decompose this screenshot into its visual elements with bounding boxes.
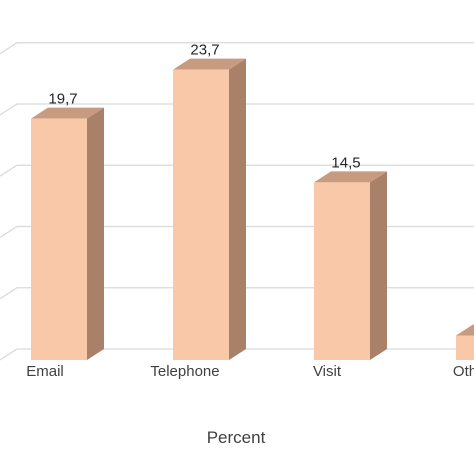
data-labels: 19,723,714,51 <box>48 42 360 172</box>
bar-oth <box>456 324 474 360</box>
bar-front <box>314 182 370 360</box>
category-label: Oth <box>453 363 474 380</box>
x-axis-title: Percent <box>207 428 266 447</box>
gridline <box>0 103 474 116</box>
bar-visit <box>314 171 387 360</box>
data-label: 19,7 <box>48 91 77 108</box>
bar-side <box>87 107 104 360</box>
bar-top <box>173 58 246 70</box>
bar-front <box>31 118 87 360</box>
bar-top <box>31 107 104 119</box>
bar-email <box>31 107 104 360</box>
bars <box>31 58 474 361</box>
bar-front <box>456 335 474 360</box>
data-label: 14,5 <box>331 154 360 171</box>
category-label: Email <box>26 363 64 380</box>
bar-top <box>314 171 387 183</box>
gridline <box>0 42 474 55</box>
category-labels: Email Telephone Visit Oth <box>26 363 474 380</box>
bar-side <box>229 58 246 361</box>
bar-telephone <box>173 58 246 361</box>
bar-front <box>173 69 229 361</box>
category-label: Telephone <box>150 363 219 380</box>
category-label: Visit <box>313 363 342 380</box>
bar-side <box>370 171 387 360</box>
bar-top <box>456 324 474 336</box>
data-label: 23,7 <box>190 42 219 59</box>
gridline <box>0 164 474 177</box>
